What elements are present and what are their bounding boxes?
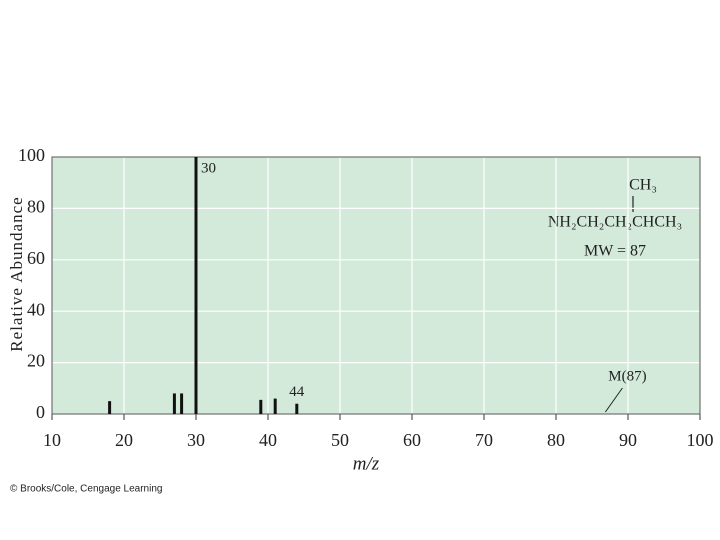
x-tick-label: 90 [619,430,637,450]
peak [172,393,176,414]
structure-line: NH₂CH₂CH₂CHCH₃ [548,214,682,231]
x-tick-label: 70 [475,430,493,450]
structure-line: MW = 87 [584,243,646,260]
x-tick-label: 80 [547,430,565,450]
plot-frame [51,156,701,415]
x-tick-label: 100 [687,430,714,450]
annotation: 30 [201,160,216,176]
annotation: 44 [289,384,305,400]
credit: © Brooks/Cole, Cengage Learning [10,484,162,495]
peak [108,401,112,414]
peak [194,157,198,414]
y-tick-label: 100 [18,145,45,165]
y-tick-label: 60 [27,248,45,268]
y-tick-label: 0 [36,402,45,422]
x-axis-label: m/z [353,453,380,474]
peak [273,398,277,414]
peak [180,393,184,414]
peak [259,399,263,414]
x-tick-label: 60 [403,430,421,450]
peak [295,403,299,414]
annotation-leader [604,387,623,413]
x-tick-label: 10 [43,430,61,450]
x-tick-label: 50 [331,430,349,450]
plot-area [52,157,700,414]
y-tick-label: 80 [27,197,45,217]
y-axis-label: Relative Abundance [7,196,26,351]
annotation: M(87) [608,368,646,384]
structure-line: CH₃ [629,177,657,194]
y-tick-label: 40 [27,299,45,319]
x-tick-label: 40 [259,430,277,450]
x-tick-label: 20 [115,430,133,450]
y-tick-label: 20 [27,351,45,371]
x-tick-label: 30 [187,430,205,450]
